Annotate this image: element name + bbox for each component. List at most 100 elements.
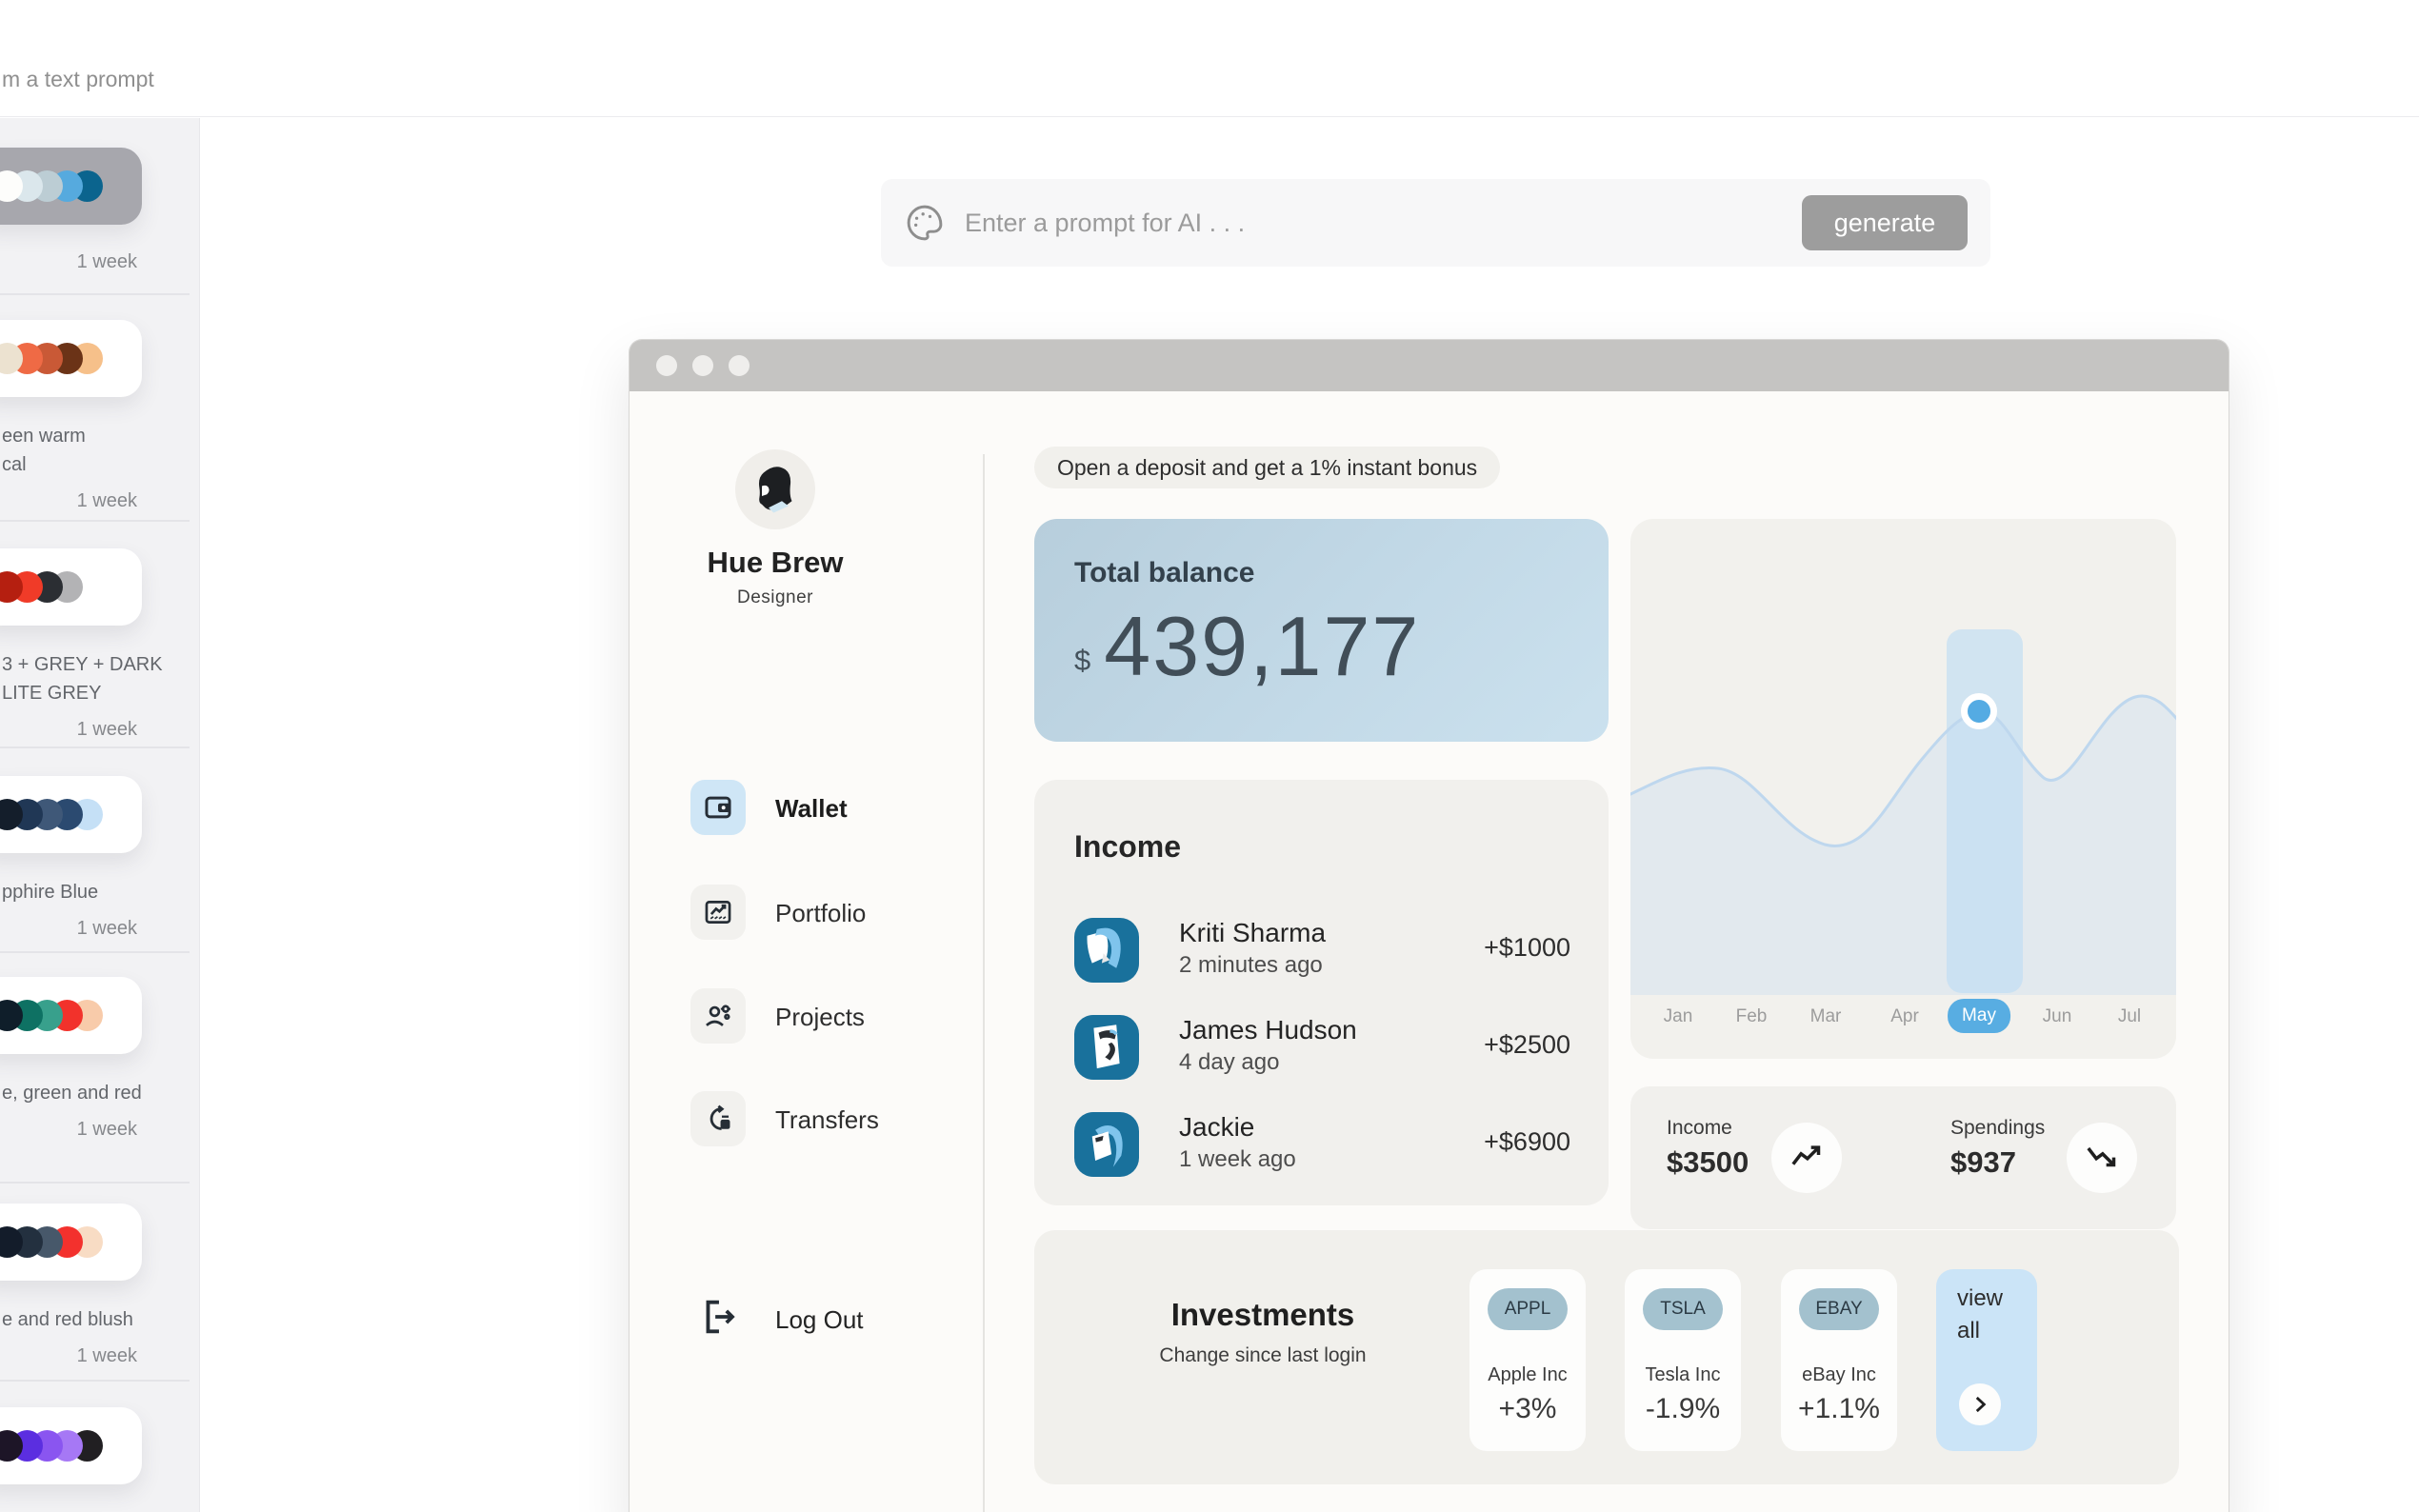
window-dot-icon[interactable]: [729, 355, 750, 376]
income-spendings-card: Income $3500 Spendings $937: [1630, 1086, 2176, 1229]
palette-name-line: e and red blush: [2, 1309, 133, 1330]
user-gear-icon: [690, 988, 746, 1044]
trend-down-badge: [2067, 1123, 2137, 1193]
palette-entry[interactable]: e, green and red 1 week: [0, 977, 199, 1144]
window-dot-icon[interactable]: [656, 355, 677, 376]
profile-role: Designer: [736, 587, 814, 607]
month-label[interactable]: Feb: [1735, 1006, 1768, 1026]
palette-swatch-row[interactable]: [0, 776, 142, 853]
divider: [0, 746, 190, 748]
trend-up-icon: [1791, 1145, 1821, 1165]
payment-time: 1 week ago: [1179, 1146, 1296, 1172]
palette-swatch-row[interactable]: [0, 148, 142, 225]
palette-entry[interactable]: 0 1 week: [0, 148, 199, 276]
palette-swatch-row[interactable]: [0, 1407, 142, 1484]
nav-item-transfers[interactable]: Transfers: [690, 1091, 976, 1146]
stock-card-appl[interactable]: APPL Apple Inc +3%: [1469, 1269, 1586, 1451]
palette-swatch-row[interactable]: [0, 977, 142, 1054]
palette-meta: 2 1 week: [0, 719, 199, 744]
balance-title: Total balance: [1074, 557, 1255, 588]
nav-label: Portfolio: [775, 899, 867, 927]
palette-swatch-row[interactable]: [0, 1204, 142, 1281]
palette-swatch-row[interactable]: [0, 320, 142, 397]
divider: [0, 1380, 190, 1382]
currency-symbol: $: [1074, 643, 1091, 677]
month-label[interactable]: Jun: [2042, 1006, 2072, 1026]
nav-item-portfolio[interactable]: Portfolio: [690, 885, 976, 940]
change-percent: +3%: [1498, 1393, 1557, 1424]
view-all-button[interactable]: view all: [1936, 1269, 2037, 1451]
income-title: Income: [1074, 829, 1182, 864]
payment-time: 4 day ago: [1179, 1049, 1280, 1075]
company-name: eBay Inc: [1802, 1364, 1876, 1385]
palette-meta: 0 1 week: [0, 251, 199, 276]
window-dot-icon[interactable]: [692, 355, 713, 376]
income-row[interactable]: James Hudson 4 day ago +$2500: [1074, 1015, 1570, 1080]
logout-label: Log Out: [775, 1305, 864, 1334]
chevron-right-icon: [1975, 1396, 1987, 1413]
nav-item-wallet[interactable]: Wallet: [690, 780, 976, 835]
spendings-stat-label: Spendings: [1950, 1117, 2046, 1139]
payment-amount: +$6900: [1484, 1127, 1570, 1156]
area-line-chart: [1630, 629, 2176, 995]
divider: [0, 1182, 190, 1184]
palette-name-line: LITE GREY: [2, 683, 102, 704]
chevron-right-badge: [1959, 1383, 2001, 1425]
income-row[interactable]: Kriti Sharma 2 minutes ago +$1000: [1074, 918, 1570, 983]
ticker-badge: EBAY: [1799, 1288, 1879, 1330]
balance-amount: 439,177: [1104, 599, 1421, 693]
generate-button[interactable]: generate: [1802, 195, 1968, 250]
nav-item-projects[interactable]: Projects: [690, 988, 976, 1044]
balance-chart-card: Jan Feb Mar Apr May Jun Jul: [1630, 519, 2176, 1059]
palette-meta: 3 1 week: [0, 918, 199, 943]
investments-title: Investments: [1170, 1297, 1355, 1332]
avatar: [735, 449, 815, 529]
ai-prompt-bar: generate: [881, 179, 1990, 267]
month-label[interactable]: Jan: [1663, 1006, 1693, 1026]
portfolio-chart-icon: [690, 885, 746, 940]
income-row[interactable]: Jackie 1 week ago +$6900: [1074, 1112, 1570, 1177]
divider: [0, 520, 190, 522]
investments-card: Investments Change since last login APPL…: [1034, 1230, 2179, 1484]
payment-amount: +$1000: [1484, 933, 1570, 962]
window-titlebar[interactable]: [630, 340, 2229, 391]
palette-meta: 1 week: [0, 1119, 199, 1144]
stock-card-tsla[interactable]: TSLA Tesla Inc -1.9%: [1625, 1269, 1741, 1451]
month-label[interactable]: Jul: [2117, 1006, 2142, 1026]
logout-button[interactable]: Log Out: [696, 1295, 963, 1344]
ticker-badge: TSLA: [1643, 1288, 1723, 1330]
palette-age: 1 week: [76, 918, 137, 939]
palette-entry[interactable]: pphire Blue 3 1 week: [0, 776, 199, 943]
palette-swatch-row[interactable]: [0, 548, 142, 626]
palette-meta: 3 1 week: [0, 1345, 199, 1370]
nav-label: Wallet: [775, 794, 848, 823]
company-name: Apple Inc: [1488, 1364, 1568, 1385]
palette-history-sidebar: 0 1 week een warm cal 1 week 3 + GREY + …: [0, 118, 200, 1512]
change-percent: +1.1%: [1798, 1393, 1880, 1424]
change-percent: -1.9%: [1645, 1393, 1721, 1424]
month-label[interactable]: Mar: [1809, 1006, 1842, 1026]
palette-entry[interactable]: [0, 1407, 199, 1484]
wallet-icon: [690, 780, 746, 835]
palette-entry[interactable]: 3 + GREY + DARK LITE GREY 2 1 week: [0, 548, 199, 744]
nav-label: Projects: [775, 1003, 865, 1031]
income-stat-value: $3500: [1667, 1145, 1749, 1179]
palette-icon: [907, 205, 943, 241]
divider: [0, 293, 190, 295]
month-label[interactable]: Apr: [1890, 1006, 1919, 1026]
logout-icon: [706, 1300, 735, 1334]
palette-entry[interactable]: een warm cal 1 week: [0, 320, 199, 515]
palette-age: 1 week: [76, 1345, 137, 1366]
palette-age: 1 week: [76, 1119, 137, 1140]
investments-subtitle: Change since last login: [1159, 1344, 1367, 1366]
stock-card-ebay[interactable]: EBAY eBay Inc +1.1%: [1781, 1269, 1897, 1451]
payer-avatar: [1074, 918, 1139, 983]
palette-age: 1 week: [76, 251, 137, 272]
divider: [983, 454, 985, 1512]
ai-prompt-input[interactable]: [965, 208, 1802, 238]
palette-entry[interactable]: e and red blush 3 1 week: [0, 1204, 199, 1370]
month-label-selected[interactable]: May: [1948, 999, 2010, 1033]
dashboard-window: Hue Brew Designer Wallet Portfolio: [629, 339, 2229, 1512]
payer-name: Kriti Sharma: [1179, 918, 1327, 947]
